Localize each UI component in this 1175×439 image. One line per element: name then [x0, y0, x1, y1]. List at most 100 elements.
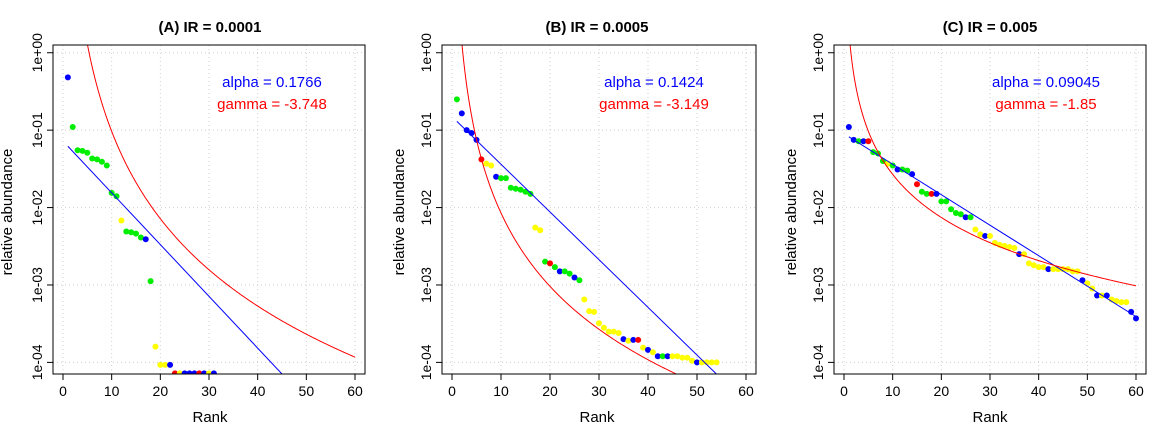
panel-a-point: [167, 361, 174, 368]
panel-b-point: [684, 354, 691, 361]
panel-a-x-tick-label: 50: [299, 383, 315, 399]
panel-b-y-tick-label: 1e-02: [418, 189, 434, 225]
panel-b-fit-curve-gamma: [461, 45, 678, 374]
panel-a-x-tick-label: 10: [104, 383, 120, 399]
panel-b-x-tick-label: 0: [448, 383, 456, 399]
panel-a-point: [162, 361, 169, 368]
panel-c-point: [1055, 266, 1062, 273]
panel-a-point: [133, 230, 139, 237]
panel-c-y-tick-label: 1e-02: [810, 189, 826, 225]
panel-c-x-tick-label: 0: [840, 383, 848, 399]
panel-b: (B) IR = 0.0005 alpha = 0.1424 gamma = -…: [391, 19, 757, 426]
panel-b-point: [498, 175, 504, 182]
panel-b-point: [635, 336, 642, 343]
panel-b-x-tick-label: 30: [591, 383, 607, 399]
panel-c-point: [1094, 292, 1101, 299]
panel-c-x-tick-label: 20: [934, 383, 950, 399]
panel-c-point: [948, 206, 955, 213]
panel-b-point: [679, 354, 686, 361]
panel-a-x-tick-label: 40: [250, 383, 266, 399]
panel-b-point: [625, 337, 632, 344]
panel-a-point: [113, 193, 120, 200]
panel-c-point: [1133, 315, 1139, 322]
panel-a-gamma-annotation: gamma = -3.748: [217, 96, 327, 113]
panel-c-point: [1025, 260, 1032, 267]
panel-b-point: [512, 185, 519, 192]
panel-b-point: [596, 320, 602, 327]
panel-a-point: [176, 370, 183, 374]
panel-b-point: [630, 336, 637, 343]
panel-a-y-axis-label: relative abundance: [0, 149, 16, 276]
panel-b-point: [571, 274, 578, 281]
panel-c-point: [1006, 243, 1013, 250]
panel-b-point: [493, 173, 500, 180]
panel-a-x-tick-label: 30: [201, 383, 217, 399]
panel-b-point: [689, 357, 696, 364]
panel-a-title: (A) IR = 0.0001: [159, 19, 262, 36]
panel-c-point: [982, 232, 989, 239]
panel-b-fit-line-alpha: [456, 120, 718, 374]
panel-b-point: [600, 324, 607, 331]
panel-a-point: [210, 370, 217, 374]
panel-c-x-tick-label: 50: [1080, 383, 1096, 399]
panel-c-point: [1001, 242, 1008, 249]
panel-b-alpha-annotation: alpha = 0.1424: [604, 74, 704, 91]
panel-b-point: [537, 227, 544, 234]
panel-b-point: [703, 359, 710, 366]
panel-a-point: [79, 147, 86, 154]
panel-b-point: [669, 353, 676, 360]
panel-b-point: [620, 336, 627, 343]
panel-a-point: [69, 123, 76, 130]
panel-c-point: [928, 190, 935, 197]
panel-c-x-tick-label: 40: [1031, 383, 1047, 399]
panel-a-x-tick-label: 60: [347, 383, 363, 399]
panel-a-fit-curve-gamma: [87, 45, 356, 358]
panel-a-point: [74, 147, 81, 154]
panel-b-point: [654, 353, 661, 360]
panel-b-point: [581, 296, 588, 303]
panel-c-point: [1030, 262, 1037, 269]
panel-b-point: [532, 224, 539, 231]
panel-b-point: [664, 353, 671, 360]
panel-c-point: [1040, 264, 1047, 271]
panel-c-point: [865, 138, 872, 145]
panel-c-point: [943, 198, 950, 205]
panel-c-point: [967, 214, 974, 221]
panel-c-point: [957, 211, 964, 218]
panel-a-point: [181, 370, 188, 374]
panel-b-point: [542, 258, 549, 265]
panel-b-data-layer: [453, 45, 720, 374]
panel-c-point: [972, 226, 979, 233]
panel-b-x-tick-label: 60: [738, 383, 754, 399]
panel-b-y-tick-label: 1e-01: [418, 112, 434, 148]
panel-a-point: [206, 370, 212, 374]
panel-c-point: [1103, 292, 1110, 299]
panel-c-point: [962, 214, 969, 221]
panel-c-x-tick-label: 10: [885, 383, 901, 399]
panel-b-point: [556, 268, 563, 275]
panel-a-y-tick-label: 1e-01: [29, 112, 45, 148]
panel-a-fit-line-alpha: [67, 145, 283, 374]
panel-c-gamma-annotation: gamma = -1.85: [995, 96, 1096, 113]
panel-c-point: [889, 162, 896, 169]
panel-b-x-tick-label: 20: [542, 383, 558, 399]
panel-a-alpha-annotation: alpha = 0.1766: [222, 74, 322, 91]
panel-b-y-tick-label: 1e-04: [418, 344, 434, 380]
panel-c-x-tick-label: 30: [982, 383, 998, 399]
panel-c-title: (C) IR = 0.005: [943, 19, 1038, 36]
panel-c-y-tick-label: 1e+00: [810, 33, 826, 73]
panel-c-data-layer: [845, 45, 1139, 322]
panel-b-gamma-annotation: gamma = -3.149: [599, 96, 709, 113]
panel-b-point: [659, 353, 666, 360]
panel-a-point: [201, 370, 208, 374]
panel-c-point: [1128, 308, 1135, 315]
panel-c-point: [1011, 245, 1018, 252]
panel-b-point: [458, 110, 465, 117]
panel-a-point: [84, 149, 91, 156]
panel-a-point: [98, 158, 105, 165]
panel-c-alpha-annotation: alpha = 0.09045: [992, 74, 1100, 91]
panel-b-point: [483, 160, 490, 167]
panel-b-point: [517, 186, 524, 193]
panel-a-x-tick-label: 20: [153, 383, 169, 399]
